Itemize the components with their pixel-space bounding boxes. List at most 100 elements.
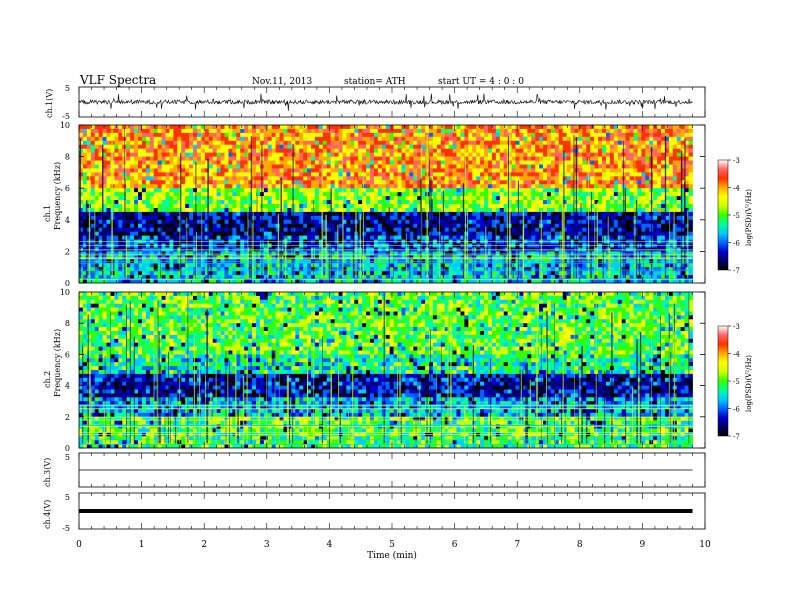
spectrogram-cell bbox=[468, 168, 473, 173]
spectrogram-cell bbox=[295, 235, 300, 240]
spectrogram-cell bbox=[255, 184, 261, 189]
spectrogram-cell bbox=[224, 132, 229, 138]
spectrogram-cell bbox=[228, 239, 233, 244]
spectrogram-cell bbox=[594, 144, 599, 150]
spectrogram-cell bbox=[499, 207, 505, 213]
spectrogram-cell bbox=[236, 148, 241, 154]
spectrogram-cell bbox=[102, 211, 107, 217]
spectrogram-cell bbox=[98, 192, 103, 197]
spectrogram-cell bbox=[126, 168, 131, 173]
spectrogram-cell bbox=[350, 192, 355, 197]
spectrogram-cell bbox=[456, 132, 461, 138]
spectrogram-cell bbox=[491, 132, 497, 138]
spectrogram-cell bbox=[385, 223, 391, 229]
spectrogram-cell bbox=[377, 204, 383, 209]
spectrogram-cell bbox=[126, 215, 131, 221]
spectrogram-cell bbox=[130, 196, 135, 201]
spectrogram-cell bbox=[145, 219, 151, 225]
spectrogram-cell bbox=[354, 140, 359, 146]
spectrogram-cell bbox=[511, 219, 516, 225]
spectrogram-cell bbox=[421, 176, 426, 181]
spectrogram-cell bbox=[633, 144, 638, 150]
spectrogram-cell bbox=[220, 160, 225, 165]
spectrogram-cell bbox=[114, 188, 119, 193]
spectrogram-cell bbox=[318, 231, 324, 236]
spectrogram-cell bbox=[602, 164, 607, 169]
spectrogram-cell bbox=[637, 140, 642, 146]
spectrogram-cell bbox=[613, 196, 619, 201]
spectrogram-cell bbox=[149, 148, 155, 154]
spectrogram-cell bbox=[629, 180, 634, 185]
spectrogram-cell bbox=[303, 180, 308, 185]
spectrogram-cell bbox=[141, 125, 147, 130]
spectrogram-cell bbox=[590, 219, 595, 225]
spectrogram-cell bbox=[255, 128, 261, 134]
spectrogram-cell bbox=[373, 172, 379, 177]
spectrogram-cell bbox=[484, 200, 489, 205]
spectrogram-cell bbox=[491, 223, 497, 229]
spectrogram-cell bbox=[212, 243, 218, 248]
spectrogram-cell bbox=[248, 160, 253, 165]
spectrogram-cell bbox=[425, 128, 430, 134]
spectrogram-cell bbox=[334, 156, 339, 161]
spectrogram-cell bbox=[381, 140, 387, 146]
spectrogram-cell bbox=[499, 176, 505, 181]
spectrogram-cell bbox=[311, 152, 316, 157]
spectrogram-cell bbox=[676, 200, 682, 205]
spectrogram-cell bbox=[590, 144, 595, 150]
spectrogram-cell bbox=[275, 204, 280, 209]
spectrogram-cell bbox=[224, 204, 229, 209]
spectrogram-cell bbox=[499, 235, 505, 240]
spectrogram-cell bbox=[491, 211, 497, 217]
spectrogram-cell bbox=[381, 136, 387, 142]
spectrogram-cell bbox=[503, 207, 509, 213]
spectrogram-cell bbox=[90, 132, 96, 138]
spectrogram-cell bbox=[617, 215, 623, 221]
spectrogram-cell bbox=[543, 156, 548, 161]
spectrogram-cell bbox=[224, 144, 229, 150]
spectrogram-cell bbox=[602, 152, 607, 157]
spectrogram-cell bbox=[279, 164, 284, 169]
spectrogram-cell bbox=[134, 192, 139, 197]
spectrogram-cell bbox=[421, 172, 426, 177]
spectrogram-cell bbox=[440, 164, 446, 169]
spectrogram-cell bbox=[664, 140, 670, 146]
spectrogram-cell bbox=[672, 192, 678, 197]
spectrogram-cell bbox=[460, 239, 465, 244]
spectrogram-cell bbox=[413, 219, 418, 225]
spectrogram-cell bbox=[472, 172, 477, 177]
spectrogram-cell bbox=[236, 215, 241, 221]
spectrogram-cell bbox=[661, 172, 666, 177]
spectrogram-cell bbox=[114, 215, 119, 221]
spectrogram-cell bbox=[216, 172, 221, 177]
spectrogram-cell bbox=[558, 204, 564, 209]
spectrogram-cell bbox=[436, 215, 442, 221]
spectrogram-cell bbox=[196, 144, 202, 150]
spectrogram-cell bbox=[543, 136, 548, 142]
spectrogram-cell bbox=[535, 243, 540, 248]
spectrogram-cell bbox=[617, 136, 623, 142]
spectrogram-cell bbox=[153, 231, 159, 236]
spectrogram-cell bbox=[546, 176, 552, 181]
spectrogram-cell bbox=[106, 200, 111, 205]
spectrogram-cell bbox=[653, 132, 658, 138]
spectrogram-cell bbox=[676, 168, 682, 173]
spectrogram-cell bbox=[389, 235, 394, 240]
spectrogram-cell bbox=[487, 160, 493, 165]
spectrogram-cell bbox=[240, 152, 245, 157]
spectrogram-cell bbox=[255, 200, 261, 205]
spectrogram-cell bbox=[491, 125, 497, 130]
spectrogram-cell bbox=[114, 204, 119, 209]
spectrogram-cell bbox=[283, 160, 288, 165]
spectrogram-cell bbox=[350, 223, 355, 229]
spectrogram-cell bbox=[252, 227, 257, 233]
spectrogram-cell bbox=[543, 176, 548, 181]
spectrogram-cell bbox=[491, 156, 497, 161]
spectrogram-cell bbox=[582, 132, 587, 138]
spectrogram-cell bbox=[484, 188, 489, 193]
spectrogram-cell bbox=[173, 211, 178, 217]
spectrogram-cell bbox=[370, 168, 375, 173]
spectrogram-cell bbox=[334, 164, 339, 169]
spectrogram-cell bbox=[145, 231, 151, 236]
spectrogram-cell bbox=[373, 160, 379, 165]
